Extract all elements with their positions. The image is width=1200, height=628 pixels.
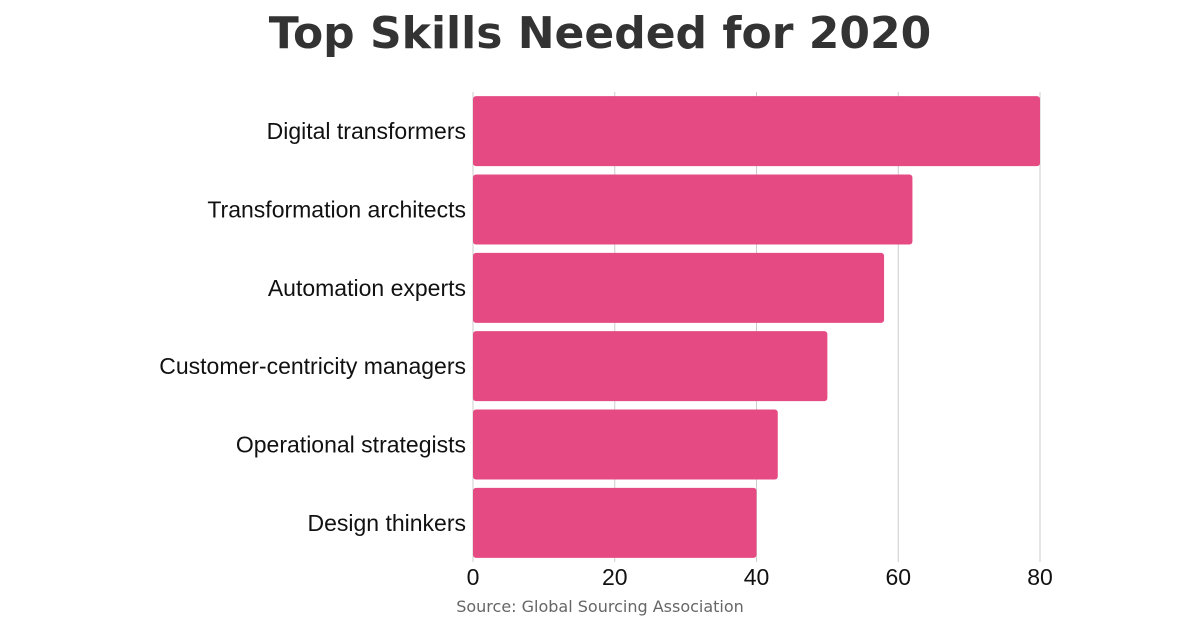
x-tick-label: 60 [885, 564, 911, 590]
x-tick-label: 0 [467, 564, 480, 590]
bar-operational-strategists [473, 409, 778, 480]
category-label: Digital transformers [267, 118, 466, 144]
x-tick-label: 20 [602, 564, 628, 590]
chart-title: Top Skills Needed for 2020 [268, 8, 932, 59]
category-label: Automation experts [268, 275, 466, 301]
bar-design-thinkers [473, 487, 757, 558]
bar-transformation-architects [473, 174, 913, 245]
gridlines [472, 92, 1041, 562]
category-label: Operational strategists [236, 432, 466, 458]
source-note: Source: Global Sourcing Association [456, 597, 744, 616]
category-label: Design thinkers [307, 510, 466, 536]
category-label: Customer-centricity managers [159, 353, 466, 379]
x-tick-label: 40 [744, 564, 770, 590]
bars [473, 96, 1040, 558]
category-label: Transformation architects [207, 197, 466, 223]
bar-digital-transformers [473, 96, 1040, 167]
category-labels: Digital transformers Transformation archi… [159, 118, 466, 536]
x-axis-ticks: 0 20 40 60 80 [467, 564, 1053, 590]
bar-customer-centricity-managers [473, 331, 828, 402]
x-tick-label: 80 [1027, 564, 1053, 590]
bar-automation-experts [473, 252, 885, 323]
